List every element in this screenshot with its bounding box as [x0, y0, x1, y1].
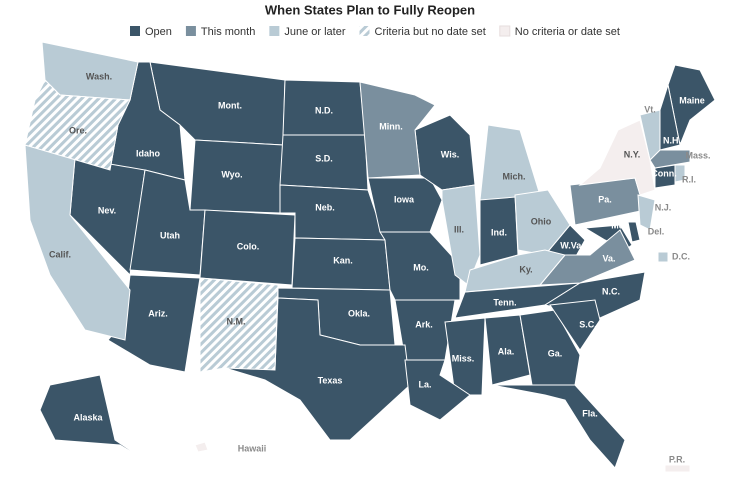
state-label: S.C. — [579, 319, 597, 329]
state-label: Ore. — [69, 125, 87, 135]
state-label: Md. — [611, 220, 627, 230]
state — [279, 184, 386, 241]
state-label: Okla. — [348, 308, 370, 318]
state — [674, 164, 686, 183]
state — [367, 177, 443, 233]
state-label: Colo. — [237, 241, 260, 251]
state — [657, 251, 669, 263]
state — [549, 299, 601, 351]
legend-label: This month — [201, 26, 255, 38]
state-label: N.J. — [655, 202, 672, 212]
legend-label: Criteria but no date set — [375, 26, 486, 38]
state-label: Calif. — [49, 249, 71, 259]
state — [199, 277, 279, 373]
state — [444, 317, 486, 396]
state — [491, 384, 626, 469]
state-label: Ark. — [415, 319, 433, 329]
state-label: Neb. — [315, 202, 335, 212]
state-label: Wash. — [86, 71, 112, 81]
state-label: La. — [418, 379, 431, 389]
state-label: Texas — [318, 375, 343, 385]
state — [194, 441, 209, 453]
state-label: Miss. — [452, 353, 475, 363]
state — [514, 189, 571, 256]
state-label: D.C. — [672, 251, 690, 261]
state-label: Mo. — [413, 262, 429, 272]
state-label: P.R. — [669, 454, 685, 464]
state-label: Mont. — [218, 100, 242, 110]
state-label: Vt. — [644, 104, 656, 114]
state-label: Va. — [602, 253, 615, 263]
legend: Open This month June or later Criteria but … — [130, 25, 620, 38]
state-label: Idaho — [136, 148, 161, 158]
state-label: N.D. — [315, 105, 333, 115]
state-label: R.I. — [682, 174, 696, 184]
legend-label: June or later — [284, 26, 345, 38]
state-label: Ohio — [531, 216, 552, 226]
state-label: Ill. — [454, 224, 464, 234]
legend-swatch — [185, 26, 196, 36]
state — [664, 464, 691, 473]
state — [39, 374, 161, 471]
state — [24, 79, 131, 171]
state-label: Conn. — [651, 168, 677, 178]
title: When States Plan to Fully Reopen — [265, 2, 475, 17]
state-label: Utah — [160, 230, 180, 240]
state-labels: Mont. N.D. Idaho Wyo. S.D. Neb. Nev. Utah Colo. K… — [49, 71, 711, 464]
state-label: Ky. — [519, 264, 532, 274]
state-label: Minn. — [379, 121, 403, 131]
state-label: Fla. — [582, 408, 598, 418]
state-label: Alaska — [73, 412, 103, 422]
state — [404, 359, 471, 421]
state-label: N.C. — [602, 286, 620, 296]
state-label: Ind. — [491, 227, 507, 237]
state — [519, 309, 581, 386]
legend-swatch — [359, 26, 370, 36]
state — [627, 221, 641, 243]
state-label: Pa. — [598, 194, 612, 204]
state-label: Ga. — [548, 348, 563, 358]
state-label: Wis. — [441, 149, 459, 159]
state-label: N.H. — [663, 135, 681, 145]
state — [578, 119, 656, 196]
state — [637, 194, 656, 231]
state-label: S.D. — [315, 153, 333, 163]
state-label: Iowa — [394, 194, 415, 204]
legend-swatch — [499, 25, 511, 37]
state-label: Wyo. — [221, 169, 242, 179]
state — [479, 124, 541, 201]
states — [24, 41, 716, 473]
state — [464, 249, 566, 293]
state-label: Mich. — [502, 171, 525, 181]
state-label: N.Y. — [624, 149, 641, 159]
legend-label: No criteria or date set — [515, 26, 620, 38]
state-label: Nev. — [98, 205, 116, 215]
state-label: W.Va. — [560, 240, 584, 250]
state — [359, 81, 436, 179]
state-label: Del. — [648, 226, 665, 236]
state-label: N.M. — [227, 316, 246, 326]
state-label: Ala. — [498, 346, 515, 356]
state-label: Mass. — [685, 150, 710, 160]
legend-swatch — [269, 26, 280, 36]
state-label: Ariz. — [148, 308, 168, 318]
state-label: Tenn. — [493, 297, 516, 307]
state — [24, 144, 131, 341]
legend-swatch — [130, 26, 140, 36]
state-label: Maine — [679, 95, 705, 105]
state-label: Kan. — [333, 255, 353, 265]
state-label: Hawaii — [238, 443, 267, 453]
legend-label: Open — [145, 26, 172, 38]
